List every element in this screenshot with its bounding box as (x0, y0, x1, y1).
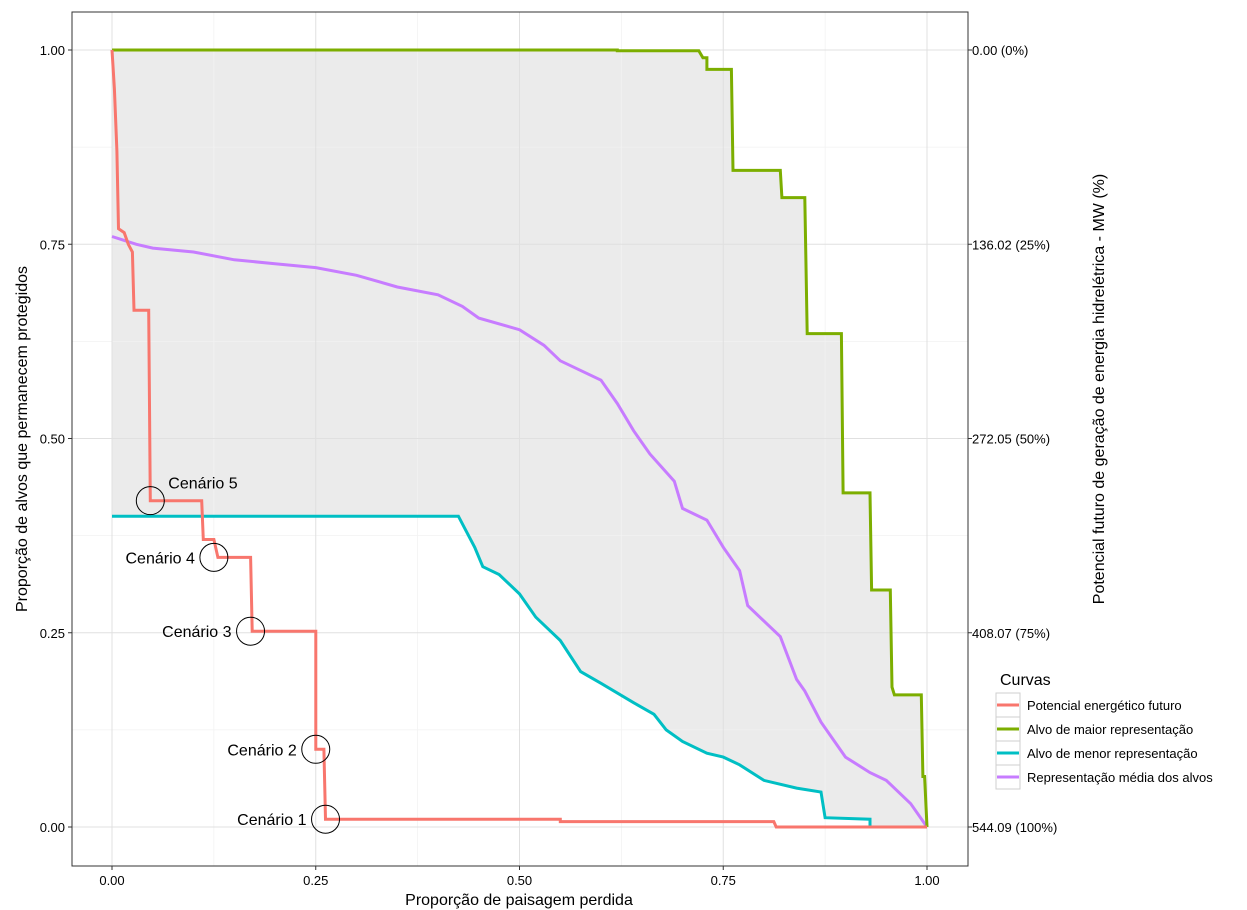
series-layer (110, 48, 929, 829)
axes-layer: 0.00 0.25 0.50 0.75 1.00 0.00 0.25 0.50 0.75 1.00… (40, 11, 1057, 888)
y-tick-label: 0.00 (40, 820, 65, 835)
annotation-layer: Cenário 5 Cenário 4 Cenário 3 Cenário 2 Cená… (126, 476, 341, 834)
y2-tick-label: 544.09 (100%) (972, 820, 1057, 835)
scenario-marker (135, 486, 165, 516)
x-tick-label: 0.75 (711, 873, 736, 888)
legend-entry: Alvo de maior representação (1027, 722, 1193, 737)
scenario-label: Cenário 1 (237, 812, 306, 829)
scenario-label: Cenário 5 (168, 476, 237, 493)
y2-tick-label: 0.00 (0%) (972, 43, 1028, 58)
series-line-media-alvos (111, 235, 929, 828)
scenario-marker (311, 804, 341, 834)
scenario-marker (301, 734, 331, 764)
y-tick-label: 0.25 (40, 626, 65, 641)
y-tick-label: 1.00 (40, 43, 65, 58)
y2-tick-label: 408.07 (75%) (972, 626, 1050, 641)
scenario-label: Cenário 4 (126, 550, 195, 567)
scenario-label: Cenário 3 (162, 624, 231, 641)
x-axis-title: Proporção de paisagem perdida (405, 892, 633, 909)
scenario-marker (199, 542, 229, 572)
legend-title: Curvas (1000, 672, 1051, 689)
y-tick-label: 0.75 (40, 237, 65, 252)
series-line-menor-representacao (112, 514, 927, 829)
legend-entry: Alvo de menor representação (1027, 746, 1198, 761)
legend: Curvas Potencial energético futuro Alvo d… (995, 672, 1213, 790)
y2-tick-label: 136.02 (25%) (972, 237, 1050, 252)
series-line-potencial-energetico (110, 49, 927, 829)
legend-entry: Potencial energético futuro (1027, 698, 1182, 713)
x-tick-label: 0.25 (303, 873, 328, 888)
scenario-label: Cenário 2 (227, 742, 296, 759)
y2-axis-title: Potencial futuro de geração de energia h… (1091, 174, 1108, 604)
series-line-maior-representacao (112, 48, 929, 828)
x-tick-label: 0.00 (99, 873, 124, 888)
legend-entry: Representação média dos alvos (1027, 770, 1213, 785)
scenario-marker (236, 616, 266, 646)
y-axis-title: Proporção de alvos que permanecem proteg… (14, 266, 31, 612)
y2-tick-label: 272.05 (50%) (972, 432, 1050, 447)
x-tick-label: 0.50 (507, 873, 532, 888)
x-tick-label: 1.00 (914, 873, 939, 888)
y-tick-label: 0.50 (40, 432, 65, 447)
